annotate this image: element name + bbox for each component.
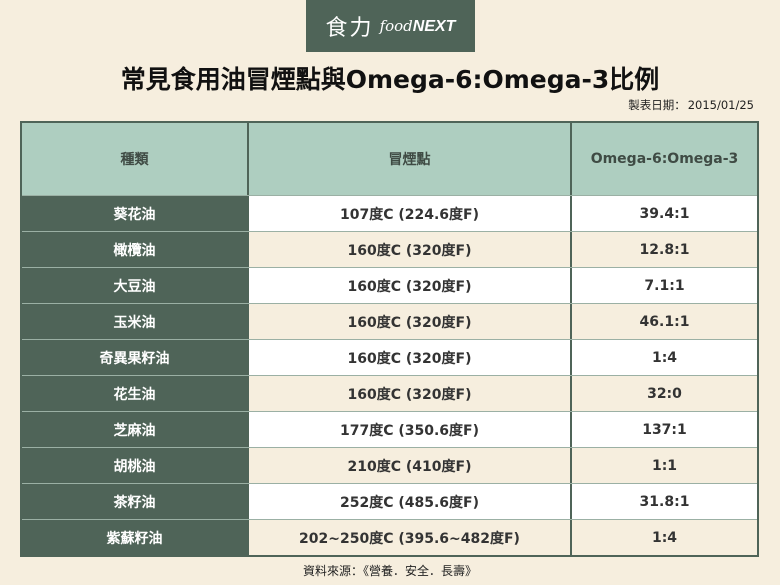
oil-name: 芝麻油: [22, 412, 247, 447]
ratio-value: 137:1: [570, 412, 757, 447]
smoke-point-value: 177度C (350.6度F): [247, 412, 570, 447]
table-header-row: 種類 冒煙點 Omega-6:Omega-3: [22, 123, 757, 195]
oil-name: 紫蘇籽油: [22, 520, 247, 555]
ratio-value: 32:0: [570, 376, 757, 411]
table-row: 葵花油 107度C (224.6度F) 39.4:1: [22, 195, 757, 231]
table-row: 芝麻油 177度C (350.6度F) 137:1: [22, 411, 757, 447]
page-title: 常見食用油冒煙點與Omega-6:Omega-3比例: [120, 65, 660, 94]
smoke-point-value: 202~250度C (395.6~482度F): [247, 520, 570, 555]
smoke-point-value: 160度C (320度F): [247, 304, 570, 339]
smoke-point-value: 210度C (410度F): [247, 448, 570, 483]
ratio-value: 1:1: [570, 448, 757, 483]
ratio-value: 1:4: [570, 520, 757, 555]
foodnext-logo: 食力 foodNEXT: [306, 0, 475, 52]
ratio-value: 46.1:1: [570, 304, 757, 339]
ratio-value: 12.8:1: [570, 232, 757, 267]
date-value: 2015/01/25: [687, 98, 754, 112]
oil-name: 花生油: [22, 376, 247, 411]
table-row: 橄欖油 160度C (320度F) 12.8:1: [22, 231, 757, 267]
table-row: 大豆油 160度C (320度F) 7.1:1: [22, 267, 757, 303]
header-type: 種類: [22, 123, 247, 195]
oil-name: 葵花油: [22, 196, 247, 231]
table-row: 奇異果籽油 160度C (320度F) 1:4: [22, 339, 757, 375]
table-row: 紫蘇籽油 202~250度C (395.6~482度F) 1:4: [22, 519, 757, 555]
table-row: 玉米油 160度C (320度F) 46.1:1: [22, 303, 757, 339]
oil-name: 玉米油: [22, 304, 247, 339]
smoke-point-value: 252度C (485.6度F): [247, 484, 570, 519]
date-label: 製表日期：: [628, 98, 686, 112]
header-smoke-point: 冒煙點: [247, 123, 570, 195]
source-note: 資料來源：《營養．安全．長壽》: [302, 564, 477, 578]
ratio-value: 7.1:1: [570, 268, 757, 303]
smoke-point-value: 107度C (224.6度F): [247, 196, 570, 231]
table-row: 花生油 160度C (320度F) 32:0: [22, 375, 757, 411]
smoke-point-value: 160度C (320度F): [247, 268, 570, 303]
smoke-point-table: 種類 冒煙點 Omega-6:Omega-3 葵花油 107度C (224.6度…: [20, 121, 759, 557]
oil-name: 大豆油: [22, 268, 247, 303]
header-ratio: Omega-6:Omega-3: [570, 123, 757, 195]
smoke-point-value: 160度C (320度F): [247, 340, 570, 375]
logo-zh-text: 食力: [325, 16, 374, 41]
oil-name: 茶籽油: [22, 484, 247, 519]
oil-name: 橄欖油: [22, 232, 247, 267]
oil-name: 胡桃油: [22, 448, 247, 483]
oil-name: 奇異果籽油: [22, 340, 247, 375]
logo-next-text: NEXT: [412, 17, 456, 35]
ratio-value: 39.4:1: [570, 196, 757, 231]
ratio-value: 1:4: [570, 340, 757, 375]
logo-food-text: food: [379, 16, 413, 35]
table-row: 胡桃油 210度C (410度F) 1:1: [22, 447, 757, 483]
ratio-value: 31.8:1: [570, 484, 757, 519]
smoke-point-value: 160度C (320度F): [247, 232, 570, 267]
table-date: 製表日期： 2015/01/25: [626, 97, 754, 113]
smoke-point-value: 160度C (320度F): [247, 376, 570, 411]
table-row: 茶籽油 252度C (485.6度F) 31.8:1: [22, 483, 757, 519]
logo-en-text: foodNEXT: [380, 17, 456, 36]
